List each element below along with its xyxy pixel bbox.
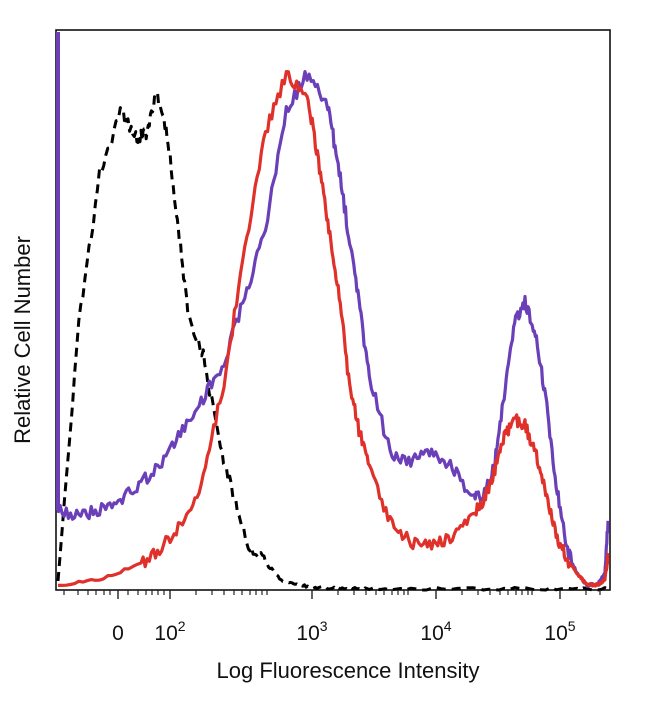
x-tick-exponent: 3 [320, 618, 328, 634]
x-tick-label: 103 [296, 618, 327, 645]
series-line-1 [56, 91, 609, 592]
series-line-3 [58, 70, 610, 588]
x-tick-label: 0 [112, 622, 124, 645]
y-axis-title: Relative Cell Number [10, 236, 35, 444]
series-line-2 [56, 70, 610, 588]
x-tick-exponent: 5 [568, 618, 576, 634]
x-tick-exponent: 4 [444, 618, 452, 634]
x-tick-exponent: 2 [178, 618, 186, 634]
x-axis-title: Log Fluorescence Intensity [217, 658, 480, 683]
